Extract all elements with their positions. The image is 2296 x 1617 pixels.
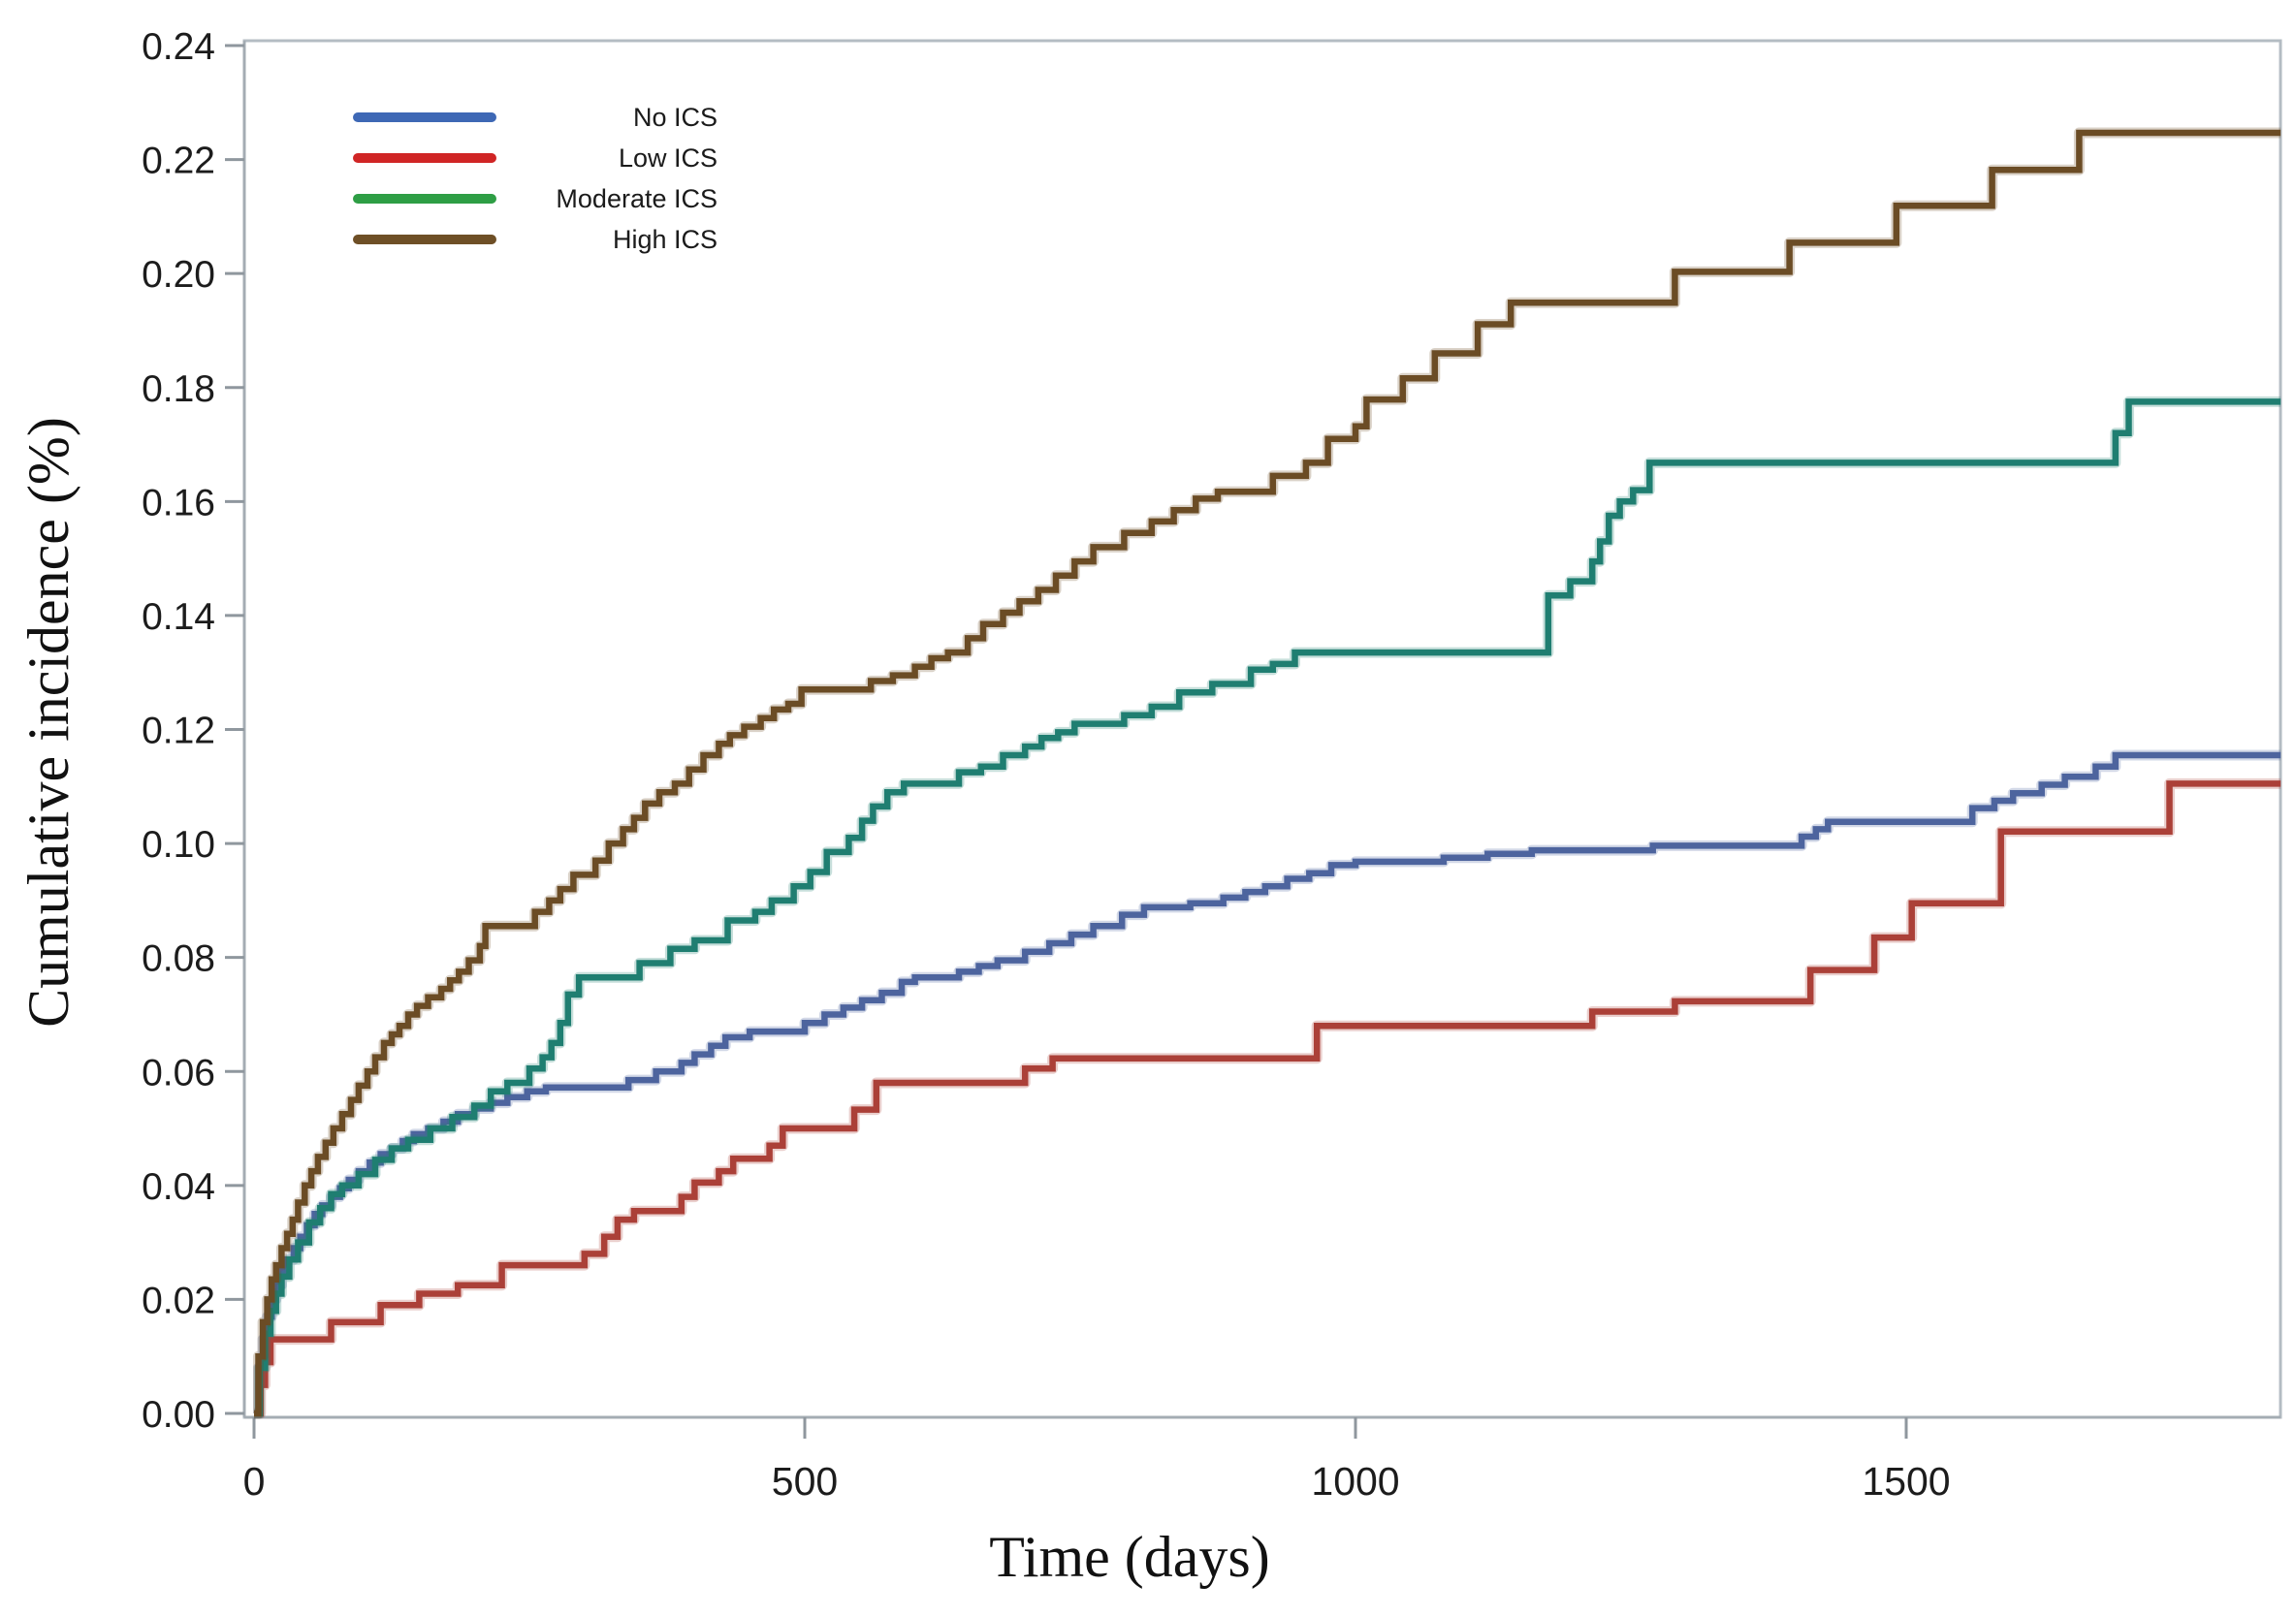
y-tick-label: 0.06 — [142, 1052, 215, 1094]
y-tick-label: 0.08 — [142, 938, 215, 980]
series-line-no-ics — [254, 751, 2281, 1417]
legend-swatch-moderate-ics — [353, 194, 496, 204]
legend: No ICS Low ICS Moderate ICS High ICS — [353, 97, 718, 260]
legend-item-no-ics: No ICS — [353, 97, 718, 138]
y-tick-label: 0.02 — [142, 1280, 215, 1321]
legend-label-no-ics: No ICS — [632, 102, 718, 132]
y-tick-label: 0.16 — [142, 482, 215, 523]
legend-label-high-ics: High ICS — [612, 224, 718, 254]
y-tick-label: 0.18 — [142, 368, 215, 410]
y-tick-label: 0.24 — [142, 26, 215, 68]
y-tick-label: 0.12 — [142, 711, 215, 752]
series-line-moderate-ics — [254, 398, 2281, 1417]
series-line-high-ics — [254, 129, 2281, 1417]
legend-label-moderate-ics: Moderate ICS — [556, 183, 718, 213]
legend-item-high-ics: High ICS — [353, 219, 718, 260]
x-tick-label: 0 — [243, 1459, 266, 1504]
series-halo-low-ics — [254, 777, 2281, 1419]
legend-label-low-ics: Low ICS — [618, 143, 718, 173]
y-tick-label: 0.10 — [142, 824, 215, 866]
series-halo-high-ics — [253, 127, 2281, 1419]
legend-item-low-ics: Low ICS — [353, 138, 718, 178]
y-tick-label: 0.22 — [142, 141, 215, 182]
x-tick-label: 500 — [772, 1459, 838, 1504]
y-tick-label: 0.00 — [142, 1394, 215, 1436]
x-tick-label: 1500 — [1862, 1459, 1950, 1504]
legend-swatch-no-ics — [353, 112, 496, 122]
y-tick-label: 0.20 — [142, 254, 215, 296]
legend-item-moderate-ics: Moderate ICS — [353, 178, 718, 219]
y-tick-label: 0.14 — [142, 596, 215, 638]
series-line-low-ics — [254, 780, 2281, 1417]
y-axis-title: Cumulative incidence (%) — [16, 417, 80, 1028]
legend-swatch-high-ics — [353, 235, 496, 244]
legend-swatch-low-ics — [353, 153, 496, 163]
x-tick-label: 1000 — [1311, 1459, 1399, 1504]
y-tick-label: 0.04 — [142, 1166, 215, 1208]
x-axis-title: Time (days) — [989, 1525, 1270, 1589]
